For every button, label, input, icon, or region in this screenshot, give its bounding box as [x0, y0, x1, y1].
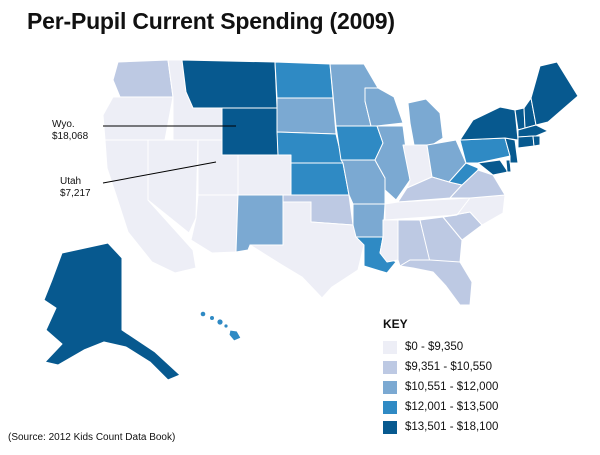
state-wv [448, 162, 479, 186]
state-ar [352, 203, 386, 238]
state-mt [181, 59, 278, 109]
state-co [237, 154, 292, 196]
legend-swatch [383, 420, 397, 434]
legend-title: KEY [383, 317, 408, 331]
legend-swatch [383, 380, 397, 394]
legend-label: $0 - $9,350 [405, 341, 464, 353]
wyoming-callout: Wyo. $18,068 [52, 119, 88, 143]
map-title: Per-Pupil Current Spending (2009) [27, 8, 395, 34]
state-ny [459, 106, 519, 141]
wyoming-callout-value: $18,068 [52, 131, 89, 142]
state-il [374, 125, 411, 201]
state-ga [419, 216, 463, 263]
state-or [102, 96, 174, 141]
legend-label: $12,001 - $13,500 [405, 401, 499, 413]
legend-swatch [383, 360, 397, 374]
state-nm [235, 194, 284, 253]
state-mi [407, 98, 444, 146]
utah-callout-line [102, 161, 217, 184]
state-ms [379, 219, 399, 263]
source-note: (Source: 2012 Kids Count Data Book) [8, 432, 176, 443]
legend-item: $9,351 - $10,550 [383, 357, 553, 377]
state-sd [276, 97, 337, 135]
state-ks [290, 162, 350, 196]
state-wa [112, 59, 174, 98]
state-nd [274, 61, 334, 99]
wyoming-callout-name: Wyo. [52, 119, 75, 130]
state-ia [335, 125, 384, 161]
state-me [530, 61, 579, 126]
legend-label: $9,351 - $10,550 [405, 361, 492, 373]
state-tx [249, 201, 365, 299]
legend-item: $0 - $9,350 [383, 337, 553, 357]
utah-callout-name: Utah [60, 176, 82, 187]
state-wy [221, 107, 279, 156]
legend-item: $10,551 - $12,000 [383, 377, 553, 397]
hawaii-small-islands [200, 311, 228, 328]
legend-item: $13,501 - $18,100 [383, 417, 553, 437]
legend-item: $12,001 - $13,500 [383, 397, 553, 417]
state-az [190, 194, 239, 254]
state-wi [364, 87, 404, 127]
legend-label: $10,551 - $12,000 [405, 381, 499, 393]
utah-callout: Utah $7,217 [60, 176, 91, 200]
state-ct [517, 135, 535, 149]
legend-swatch [383, 400, 397, 414]
state-fl [399, 259, 473, 306]
state-hi [228, 329, 242, 342]
state-ma [517, 124, 549, 138]
state-tn [384, 197, 471, 221]
state-ri [532, 135, 541, 147]
state-ak [43, 242, 181, 381]
state-pa [459, 137, 511, 164]
legend-label: $13,501 - $18,100 [405, 421, 499, 433]
legend-swatch [383, 340, 397, 354]
utah-callout-value: $7,217 [60, 188, 91, 199]
legend: KEY $0 - $9,350 $9,351 - $10,550 $10,551… [383, 317, 553, 437]
